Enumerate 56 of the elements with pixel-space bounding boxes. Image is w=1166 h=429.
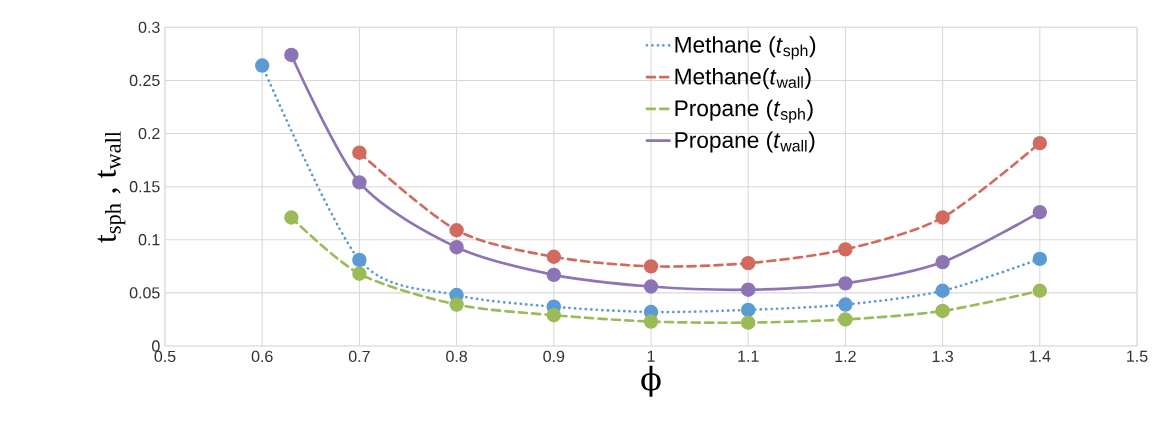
point: [838, 312, 853, 327]
legend-label: Methane (t$_{sph}$): [675, 36, 816, 60]
x-tick-label: 1.1: [738, 350, 759, 362]
point: [643, 314, 659, 329]
point: [449, 223, 464, 238]
x-tick-label: 1.4: [1029, 350, 1051, 362]
point: [1032, 283, 1048, 298]
legend-label: Propane (t$_{sph}$): [675, 99, 813, 123]
x-tick-label: 0.9: [543, 350, 565, 363]
point: [935, 283, 950, 298]
point: [643, 279, 659, 294]
point: [838, 242, 853, 257]
point: [352, 252, 367, 268]
point: [284, 47, 299, 63]
point: [449, 297, 464, 312]
y-tick-label: 0.15: [129, 181, 160, 193]
x-tick-label: 0.5: [154, 350, 176, 363]
point: [352, 175, 367, 190]
y-tick-label: 0.05: [129, 287, 160, 299]
point: [838, 276, 853, 291]
point: [643, 259, 659, 274]
point: [284, 210, 299, 225]
point: [352, 145, 367, 160]
point: [255, 58, 270, 73]
y-tick-label: 0.3: [138, 21, 160, 33]
point: [546, 307, 562, 323]
point: [352, 266, 367, 281]
x-tick-label: 0.6: [251, 350, 273, 363]
x-tick-label: 0.8: [446, 350, 468, 363]
point: [449, 240, 464, 255]
point: [935, 303, 950, 319]
x-tick-label: 1.5: [1127, 350, 1148, 362]
point: [1032, 204, 1048, 220]
y-tick-label: 0.1: [138, 234, 160, 246]
x-tick-label: 1.2: [835, 350, 856, 362]
point: [741, 302, 756, 318]
x-tick-label: 0.7: [348, 350, 370, 363]
y-tick-label: 0: [152, 340, 160, 352]
y-axis-title: t$_{sph}$ , t$_{wall}$: [97, 131, 126, 243]
point: [935, 210, 950, 225]
point: [546, 249, 562, 264]
point: [1032, 135, 1048, 151]
point: [935, 254, 950, 270]
x-axis-title: ϕ: [641, 365, 661, 397]
point: [741, 315, 756, 330]
point: [741, 255, 756, 271]
point: [741, 282, 756, 297]
y-tick-label: 0.25: [129, 74, 160, 87]
legend-label: Methane(t$_{wall}$): [675, 67, 811, 89]
y-tick-label: 0.2: [138, 127, 160, 140]
point: [838, 297, 853, 312]
x-tick-label: 1.3: [932, 350, 954, 363]
legend-label: Propane (t$_{wall}$): [675, 131, 815, 153]
x-tick-label: 1: [647, 350, 655, 362]
point: [546, 267, 562, 283]
point: [1032, 251, 1048, 267]
